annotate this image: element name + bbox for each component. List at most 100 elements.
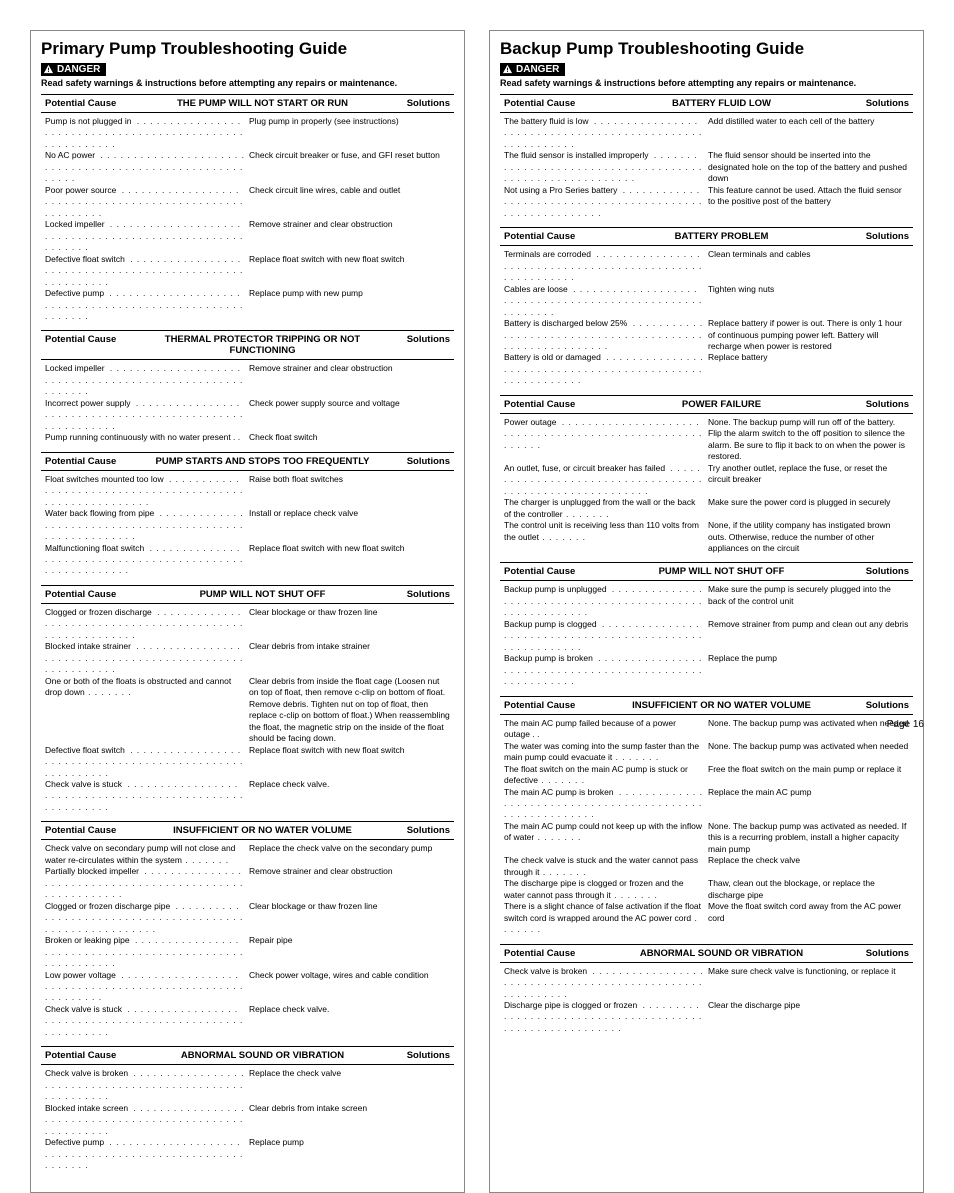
table-row: Water back flowing from pipe Install or …: [45, 508, 450, 542]
solution-cell: Clear blockage or thaw frozen line: [245, 901, 450, 912]
page-columns: Primary Pump Troubleshooting Guide DANGE…: [30, 30, 924, 1193]
table-row: Check valve is stuck Replace check valve…: [45, 779, 450, 813]
cause-cell: Backup pump is clogged: [504, 619, 704, 653]
table-row: Clogged or frozen discharge Clear blocka…: [45, 607, 450, 641]
cause-cell: Check valve is broken: [45, 1068, 245, 1102]
cause-cell: Defective pump: [45, 1137, 245, 1171]
section-rows: The main AC pump failed because of a pow…: [500, 715, 913, 942]
header-topic: INSUFFICIENT OR NO WATER VOLUME: [594, 700, 849, 711]
table-row: Malfunctioning float switch Replace floa…: [45, 543, 450, 577]
table-row: The main AC pump failed because of a pow…: [504, 718, 909, 741]
cause-cell: The fluid sensor is installed improperly: [504, 150, 704, 184]
table-row: Terminals are corroded Clean terminals a…: [504, 249, 909, 283]
table-row: The discharge pipe is clogged or frozen …: [504, 878, 909, 901]
cause-cell: Clogged or frozen discharge: [45, 607, 245, 641]
solution-cell: None. The backup pump was activated when…: [704, 718, 909, 729]
cause-cell: Float switches mounted too low: [45, 474, 245, 508]
header-topic: PUMP WILL NOT SHUT OFF: [135, 589, 390, 600]
cause-cell: Blocked intake screen: [45, 1103, 245, 1137]
solution-cell: Replace float switch with new float swit…: [245, 745, 450, 756]
cause-cell: Check valve on secondary pump will not c…: [45, 843, 245, 866]
solution-cell: Clear the discharge pipe: [704, 1000, 909, 1011]
solution-cell: Replace check valve.: [245, 779, 450, 790]
header-cause-label: Potential Cause: [45, 825, 135, 836]
cause-cell: The float switch on the main AC pump is …: [504, 764, 704, 787]
header-topic: THERMAL PROTECTOR TRIPPING OR NOT FUNCTI…: [135, 334, 390, 356]
cause-cell: Incorrect power supply: [45, 398, 245, 432]
table-row: Not using a Pro Series battery This feat…: [504, 185, 909, 219]
solution-cell: Replace the check valve: [704, 855, 909, 866]
section-rows: Check valve is broken Make sure check va…: [500, 963, 913, 1041]
header-topic: ABNORMAL SOUND OR VIBRATION: [135, 1050, 390, 1061]
guide-title: Primary Pump Troubleshooting Guide: [41, 39, 454, 59]
table-row: The water was coming into the sump faste…: [504, 741, 909, 764]
table-row: Defective float switch Replace float swi…: [45, 254, 450, 288]
section-rows: Power outage None. The backup pump will …: [500, 414, 913, 561]
table-row: The battery fluid is low Add distilled w…: [504, 116, 909, 150]
cause-cell: Partially blocked impeller: [45, 866, 245, 900]
solution-cell: Make sure the pump is securely plugged i…: [704, 584, 909, 607]
table-row: Discharge pipe is clogged or frozen Clea…: [504, 1000, 909, 1034]
danger-row: DANGER: [500, 63, 913, 76]
table-row: Power outage None. The backup pump will …: [504, 417, 909, 463]
table-row: The fluid sensor is installed improperly…: [504, 150, 909, 184]
table-row: One or both of the floats is obstructed …: [45, 676, 450, 745]
header-cause-label: Potential Cause: [504, 948, 594, 959]
header-solutions-label: Solutions: [390, 825, 450, 836]
solution-cell: Replace the check valve: [245, 1068, 450, 1079]
solution-cell: Check float switch: [245, 432, 450, 443]
header-cause-label: Potential Cause: [45, 1050, 135, 1061]
solution-cell: Replace pump: [245, 1137, 450, 1148]
header-cause-label: Potential Cause: [45, 334, 135, 356]
section-header: Potential Cause BATTERY FLUID LOW Soluti…: [500, 94, 913, 113]
header-topic: ABNORMAL SOUND OR VIBRATION: [594, 948, 849, 959]
solution-cell: Make sure the power cord is plugged in s…: [704, 497, 909, 508]
cause-cell: Check valve is stuck: [45, 1004, 245, 1038]
section-rows: Clogged or frozen discharge Clear blocka…: [41, 604, 454, 819]
table-row: Battery is discharged below 25% Replace …: [504, 318, 909, 352]
cause-cell: The check valve is stuck and the water c…: [504, 855, 704, 878]
section-rows: Check valve is broken Replace the check …: [41, 1065, 454, 1177]
warning-icon: [43, 64, 54, 75]
solution-cell: Replace battery if power is out. There i…: [704, 318, 909, 352]
header-cause-label: Potential Cause: [45, 589, 135, 600]
cause-cell: Power outage: [504, 417, 704, 451]
solution-cell: Replace battery: [704, 352, 909, 363]
solution-cell: This feature cannot be used. Attach the …: [704, 185, 909, 208]
table-row: The control unit is receiving less than …: [504, 520, 909, 554]
solution-cell: Thaw, clean out the blockage, or replace…: [704, 878, 909, 901]
header-topic: PUMP WILL NOT SHUT OFF: [594, 566, 849, 577]
table-row: Float switches mounted too low Raise bot…: [45, 474, 450, 508]
cause-cell: Terminals are corroded: [504, 249, 704, 283]
section-header: Potential Cause THERMAL PROTECTOR TRIPPI…: [41, 330, 454, 360]
section-header: Potential Cause POWER FAILURE Solutions: [500, 395, 913, 414]
header-topic: PUMP STARTS AND STOPS TOO FREQUENTLY: [135, 456, 390, 467]
solution-cell: None. The backup pump was activated as n…: [704, 821, 909, 855]
solution-cell: None. The backup pump will run off of th…: [704, 417, 909, 463]
table-row: Low power voltage Check power voltage, w…: [45, 970, 450, 1004]
solution-cell: Check power voltage, wires and cable con…: [245, 970, 450, 981]
section-header: Potential Cause ABNORMAL SOUND OR VIBRAT…: [500, 944, 913, 963]
cause-cell: Clogged or frozen discharge pipe: [45, 901, 245, 935]
header-solutions-label: Solutions: [390, 1050, 450, 1061]
section-header: Potential Cause PUMP STARTS AND STOPS TO…: [41, 452, 454, 471]
cause-cell: Defective float switch: [45, 254, 245, 288]
cause-cell: The water was coming into the sump faste…: [504, 741, 704, 764]
solution-cell: Add distilled water to each cell of the …: [704, 116, 909, 127]
header-topic: INSUFFICIENT OR NO WATER VOLUME: [135, 825, 390, 836]
solution-cell: Check circuit breaker or fuse, and GFI r…: [245, 150, 450, 161]
header-cause-label: Potential Cause: [504, 231, 594, 242]
header-solutions-label: Solutions: [849, 948, 909, 959]
table-row: Backup pump is broken Replace the pump: [504, 653, 909, 687]
section-header: Potential Cause PUMP WILL NOT SHUT OFF S…: [500, 562, 913, 581]
cause-cell: An outlet, fuse, or circuit breaker has …: [504, 463, 704, 497]
solution-cell: Plug pump in properly (see instructions): [245, 116, 450, 127]
section-rows: Locked impeller Remove strainer and clea…: [41, 360, 454, 449]
header-solutions-label: Solutions: [849, 231, 909, 242]
section-header: Potential Cause THE PUMP WILL NOT START …: [41, 94, 454, 113]
cause-cell: One or both of the floats is obstructed …: [45, 676, 245, 699]
solution-cell: Remove strainer and clear obstruction: [245, 363, 450, 374]
section-rows: Pump is not plugged in Plug pump in prop…: [41, 113, 454, 328]
danger-badge: DANGER: [500, 63, 565, 76]
solution-cell: Remove strainer and clear obstruction: [245, 219, 450, 230]
